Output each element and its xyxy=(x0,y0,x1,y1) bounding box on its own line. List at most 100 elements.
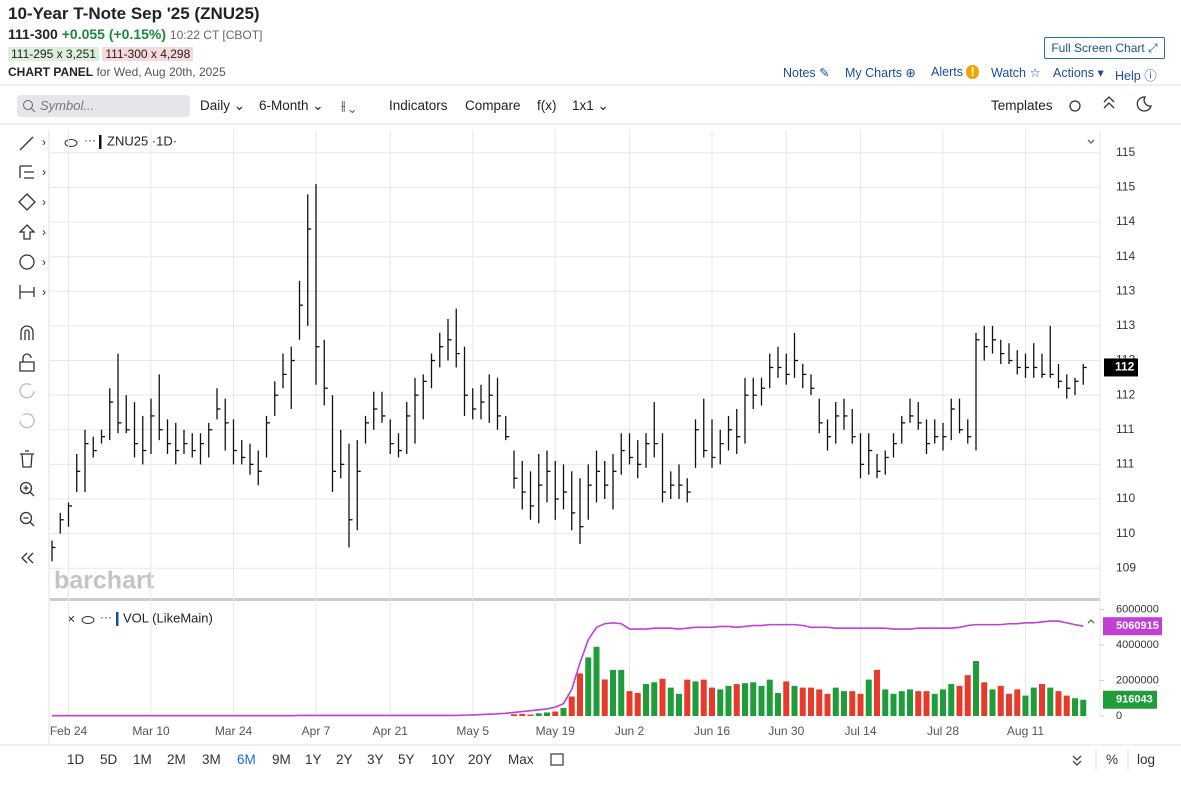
menu[interactable]: f(x) xyxy=(537,98,557,113)
tool-shape[interactable] xyxy=(18,193,36,211)
link[interactable]: Notes ✎ xyxy=(783,66,830,80)
menu[interactable]: Indicators xyxy=(389,98,448,113)
pane-menu[interactable] xyxy=(1087,139,1095,144)
settings-icon[interactable] xyxy=(1069,100,1081,112)
close-icon[interactable]: × xyxy=(67,611,75,627)
chevron: › xyxy=(42,225,46,239)
link-label: My Charts xyxy=(845,66,902,80)
range-button[interactable]: 1D xyxy=(67,752,85,767)
menu[interactable]: 6-Month ⌄ xyxy=(259,98,324,113)
link[interactable]: Watch ☆ xyxy=(991,66,1041,80)
range-button[interactable]: 2Y xyxy=(336,752,353,767)
tool-zoom-in[interactable] xyxy=(19,481,33,495)
calendar-icon[interactable] xyxy=(550,753,564,766)
change: +0.055 (+0.15%) xyxy=(61,26,167,42)
search-icon xyxy=(30,107,36,113)
range-button[interactable]: Max xyxy=(508,752,534,767)
menu[interactable]: 1x1 ⌄ xyxy=(572,98,609,113)
tool-undo[interactable] xyxy=(19,383,35,399)
scroll-icon[interactable] xyxy=(1072,755,1082,766)
line-value-label: 5060915 xyxy=(1116,620,1159,632)
tool-line[interactable] xyxy=(19,136,34,151)
volume-bar xyxy=(973,661,979,716)
tool-zoom-out[interactable] xyxy=(19,511,33,525)
chart-type-menu[interactable]: ⫲ ⌄ xyxy=(341,98,356,113)
pane-menu[interactable] xyxy=(1087,619,1095,624)
quote: 111-300 +0.055 (+0.15%) 10:22 CT [CBOT] xyxy=(8,26,262,42)
tool-measure[interactable] xyxy=(19,285,35,299)
tool-zoom-in[interactable] xyxy=(23,485,35,497)
range-button[interactable]: 2M xyxy=(167,752,186,767)
tool-arrow[interactable] xyxy=(18,224,36,240)
tool-fib[interactable] xyxy=(19,165,34,179)
volume-bar xyxy=(651,682,658,716)
tool-annotation[interactable] xyxy=(19,254,35,270)
link[interactable]: Help ⓘ xyxy=(1115,69,1157,83)
button-label: Full Screen Chart xyxy=(1051,41,1145,55)
chevron: › xyxy=(42,165,46,179)
menu-label: 1x1 xyxy=(572,98,594,113)
menu[interactable]: Daily ⌄ xyxy=(200,98,246,113)
tool-collapse[interactable] xyxy=(21,552,34,564)
y-tick-label: 0 xyxy=(1116,710,1122,722)
tool-zoom-out[interactable] xyxy=(23,517,35,527)
theme-icon[interactable] xyxy=(1136,96,1152,112)
volume-bar xyxy=(725,685,732,716)
symbol-placeholder[interactable]: Symbol... xyxy=(40,98,95,113)
menu[interactable]: Compare xyxy=(465,98,521,113)
bid-ask: 111-295 x 3,251 111-300 x 4,298 xyxy=(8,47,194,61)
x-tick-label: Mar 10 xyxy=(132,724,170,738)
y-tick-label: 114 xyxy=(1116,214,1135,228)
volume-bar xyxy=(989,689,996,716)
range-button[interactable]: 3Y xyxy=(367,752,384,767)
tool-magnet[interactable] xyxy=(20,325,34,340)
scale-button[interactable]: % xyxy=(1106,752,1119,767)
volume-bar xyxy=(832,687,839,716)
tool-lock[interactable] xyxy=(19,353,35,372)
link[interactable]: My Charts ⊕ xyxy=(845,66,916,80)
tool-delete[interactable] xyxy=(20,450,34,468)
volume-bar xyxy=(1055,691,1062,716)
scale-button[interactable]: log xyxy=(1137,752,1156,767)
volume-bar xyxy=(519,713,526,716)
range-button[interactable]: 5D xyxy=(100,752,118,767)
volume-bar xyxy=(775,692,781,716)
range-button[interactable]: 6M xyxy=(237,752,256,767)
range-button[interactable]: 10Y xyxy=(431,752,456,767)
range-button[interactable]: 3M xyxy=(202,752,221,767)
y-tick-label: 115 xyxy=(1116,180,1135,194)
symbol-search[interactable] xyxy=(17,95,190,117)
line-value-box xyxy=(1103,617,1162,636)
menu-label: 6-Month xyxy=(259,98,309,113)
y-tick-label: 113 xyxy=(1116,283,1135,297)
x-tick-label: Aug 11 xyxy=(1007,724,1044,738)
volume-bar xyxy=(940,689,946,716)
link[interactable]: Actions ▾ xyxy=(1053,66,1104,80)
more-icon[interactable]: ··· xyxy=(100,610,112,624)
range-button[interactable]: 20Y xyxy=(468,752,493,767)
link[interactable]: Alerts ! xyxy=(931,65,979,79)
title: 10-Year T-Note Sep '25 (ZNU25) xyxy=(8,4,260,23)
menu[interactable]: Templates xyxy=(991,98,1053,113)
eye-icon[interactable] xyxy=(64,139,78,147)
collapse-icon[interactable] xyxy=(1103,96,1115,109)
more-icon[interactable]: ··· xyxy=(84,133,96,147)
x-tick-label: May 5 xyxy=(456,724,489,738)
volume-bar xyxy=(766,679,773,716)
volume-average-line xyxy=(52,620,1084,717)
volume-bar xyxy=(750,682,757,716)
tool-redo[interactable] xyxy=(19,413,35,429)
alert-icon: ! xyxy=(966,65,979,79)
full-screen-button[interactable]: Full Screen Chart ⤢ xyxy=(1044,37,1165,59)
range-button[interactable]: 1Y xyxy=(305,752,322,767)
volume-bar xyxy=(907,689,913,716)
range-button[interactable]: 9M xyxy=(272,752,291,767)
range-button[interactable]: 5Y xyxy=(398,752,415,767)
range-button[interactable]: 1M xyxy=(133,752,152,767)
series-swatch xyxy=(116,612,119,626)
volume-bar xyxy=(610,669,616,716)
eye-icon[interactable] xyxy=(81,616,95,624)
volume-bar xyxy=(890,693,897,716)
